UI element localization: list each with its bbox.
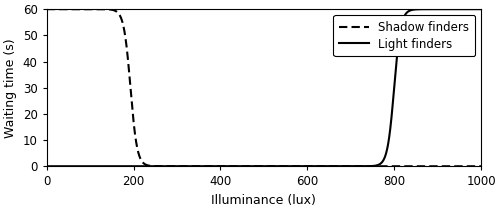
Line: Shadow finders: Shadow finders	[46, 9, 481, 166]
X-axis label: Illuminance (lux): Illuminance (lux)	[212, 194, 316, 207]
Light finders	[129, 165, 135, 168]
Shadow finders	[44, 8, 50, 10]
Shadow finders	[46, 8, 52, 10]
Y-axis label: Waiting time (s): Waiting time (s)	[4, 38, 17, 138]
Shadow finders	[478, 165, 484, 168]
Light finders	[62, 165, 68, 168]
Line: Light finders: Light finders	[46, 9, 481, 166]
Shadow finders	[129, 102, 135, 104]
Light finders	[46, 165, 52, 168]
Legend: Shadow finders, Light finders: Shadow finders, Light finders	[334, 15, 475, 56]
Light finders	[256, 165, 262, 168]
Light finders	[44, 165, 50, 168]
Light finders	[70, 165, 75, 168]
Light finders	[455, 8, 461, 10]
Light finders	[478, 8, 484, 10]
Shadow finders	[62, 8, 68, 10]
Shadow finders	[70, 8, 75, 10]
Shadow finders	[455, 165, 461, 168]
Shadow finders	[256, 165, 262, 168]
